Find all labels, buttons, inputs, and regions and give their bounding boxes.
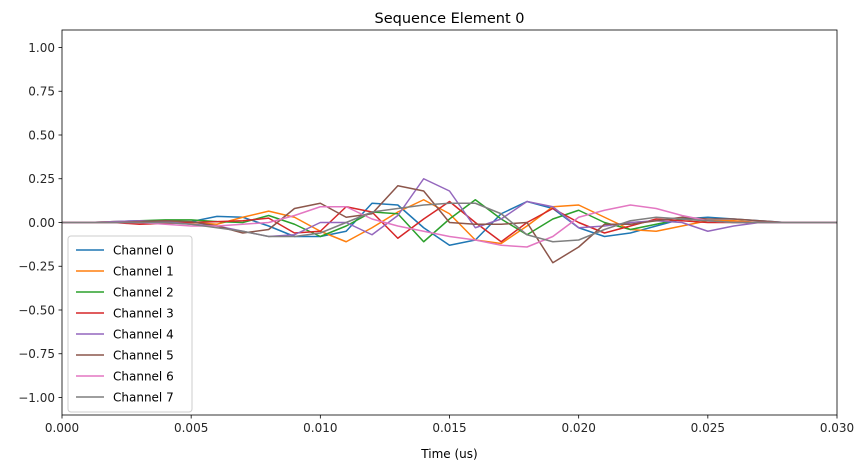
legend-label-channel-2: Channel 2 (113, 285, 174, 299)
y-tick-label: −0.75 (18, 347, 55, 361)
series-line-channel-3 (62, 200, 837, 243)
y-tick-label: 0.25 (28, 172, 55, 186)
y-tick-label: 0.00 (28, 216, 55, 230)
legend: Channel 0 Channel 1 Channel 2 Channel 3 Chan… (67, 235, 193, 413)
y-tick-label: −0.50 (18, 303, 55, 317)
legend-box (67, 235, 193, 413)
x-axis-label: Time (us) (420, 447, 477, 461)
y-tick-label: 0.75 (28, 85, 55, 99)
x-tick-label: 0.025 (691, 421, 725, 435)
axes-layer: 0.000 0.005 0.010 0.015 0.020 0.025 0.030 −1.00… (18, 29, 854, 435)
legend-label-channel-6: Channel 6 (113, 369, 174, 383)
y-tick-label: −1.00 (18, 391, 55, 405)
chart-title: Sequence Element 0 (375, 11, 525, 27)
series-line-channel-5 (62, 185, 837, 264)
x-tick-label: 0.000 (45, 421, 79, 435)
y-tick-label: 0.50 (28, 128, 55, 142)
legend-label-channel-0: Channel 0 (113, 243, 174, 257)
x-tick-label: 0.030 (820, 421, 854, 435)
legend-label-channel-7: Channel 7 (113, 390, 174, 404)
legend-label-channel-3: Channel 3 (113, 306, 174, 320)
legend-label-channel-5: Channel 5 (113, 348, 174, 362)
x-tick-label: 0.015 (432, 421, 466, 435)
legend-label-channel-4: Channel 4 (113, 327, 174, 341)
y-tick-label: 1.00 (28, 41, 55, 55)
series-line-channel-7 (62, 202, 837, 243)
x-tick-label: 0.020 (561, 421, 595, 435)
legend-label-channel-1: Channel 1 (113, 264, 174, 278)
x-tick-label: 0.010 (303, 421, 337, 435)
series-layer (62, 178, 837, 264)
x-tick-label: 0.005 (174, 421, 208, 435)
y-tick-label: −0.25 (18, 260, 55, 274)
